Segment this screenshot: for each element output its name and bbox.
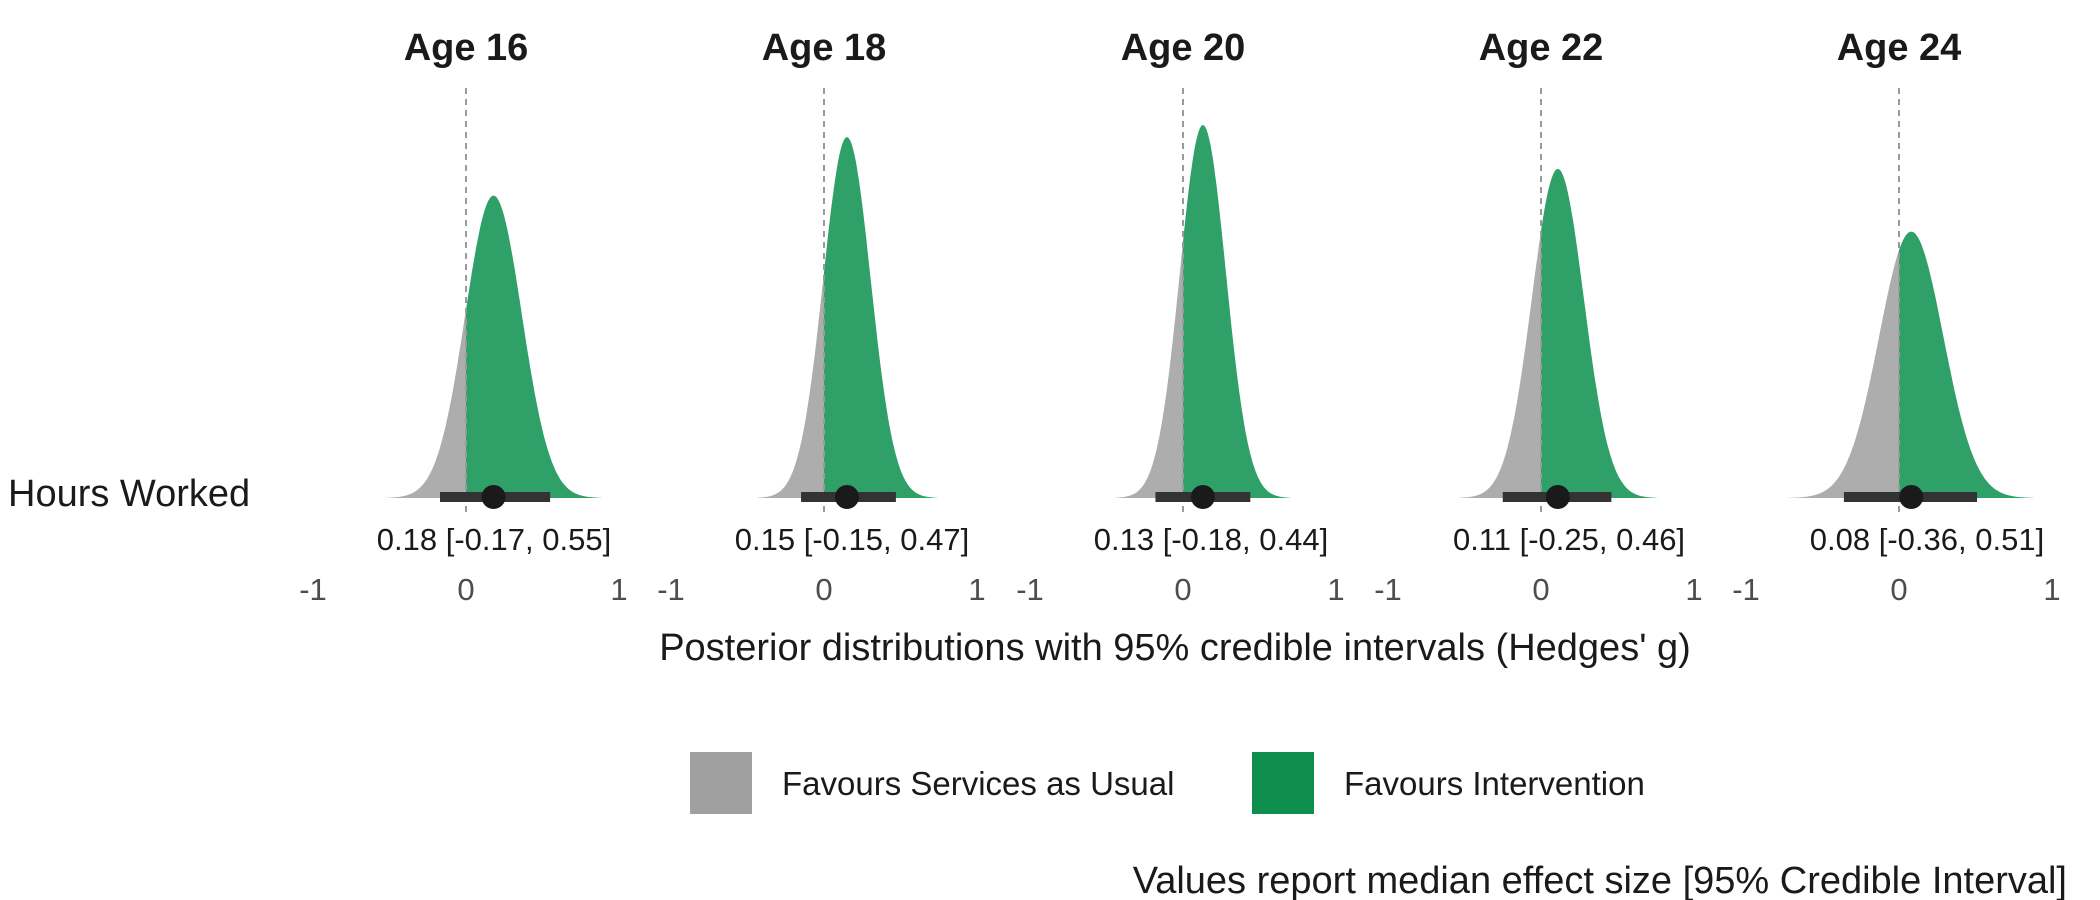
density-services-as-usual (1789, 250, 1899, 498)
facet-panels: Age 16 0.18 [-0.17, 0.55] -1 0 1 Age 18 0.15 [… (299, 27, 2060, 607)
x-tick-label: -1 (1732, 572, 1760, 607)
panel-age-18: Age 18 0.15 [-0.15, 0.47] -1 0 1 (657, 27, 985, 607)
density-intervention (1899, 231, 2034, 498)
interval-label: 0.18 [-0.17, 0.55] (377, 522, 611, 557)
legend-swatch-services-as-usual (690, 752, 752, 814)
x-axis-title: Posterior distributions with 95% credibl… (659, 627, 1691, 669)
median-point (1899, 485, 1924, 509)
density-services-as-usual (756, 272, 824, 498)
legend-label-intervention: Favours Intervention (1344, 765, 1645, 802)
panel-age-24: Age 24 0.08 [-0.36, 0.51] -1 0 1 (1732, 27, 2060, 607)
panel-title: Age 24 (1837, 27, 1962, 69)
x-tick-label: 1 (2043, 572, 2060, 607)
median-point (834, 485, 859, 509)
density-services-as-usual (1115, 241, 1183, 498)
x-tick-label: 1 (1327, 572, 1344, 607)
interval-label: 0.08 [-0.36, 0.51] (1810, 522, 2044, 557)
legend: Favours Services as Usual Favours Interv… (690, 752, 1645, 814)
density-services-as-usual (1458, 231, 1541, 498)
interval-label: 0.11 [-0.25, 0.46] (1453, 522, 1685, 557)
legend-swatch-intervention (1252, 752, 1314, 814)
x-tick-label: 0 (815, 572, 832, 607)
interval-label: 0.13 [-0.18, 0.44] (1094, 522, 1328, 557)
density-intervention (1183, 125, 1291, 498)
panel-title: Age 22 (1479, 27, 1604, 69)
legend-label-services-as-usual: Favours Services as Usual (782, 765, 1174, 802)
density-intervention (1541, 168, 1657, 498)
median-point (1190, 485, 1215, 509)
density-intervention (466, 195, 602, 498)
density-intervention (824, 137, 938, 498)
density-services-as-usual (385, 309, 466, 498)
median-point (1545, 485, 1570, 509)
caption: Values report median effect size [95% Cr… (1133, 860, 2067, 900)
panel-title: Age 20 (1121, 27, 1246, 69)
x-tick-label: 0 (1174, 572, 1191, 607)
panel-title: Age 18 (762, 27, 887, 69)
x-tick-label: 0 (1890, 572, 1907, 607)
x-tick-label: 0 (1532, 572, 1549, 607)
panel-title: Age 16 (404, 27, 529, 69)
median-point (481, 485, 506, 509)
x-tick-label: -1 (1374, 572, 1402, 607)
panel-age-20: Age 20 0.13 [-0.18, 0.44] -1 0 1 (1016, 27, 1344, 607)
interval-label: 0.15 [-0.15, 0.47] (735, 522, 969, 557)
x-tick-label: 1 (968, 572, 985, 607)
row-label: Hours Worked (8, 473, 250, 515)
panel-age-22: Age 22 0.11 [-0.25, 0.46] -1 0 1 (1374, 27, 1702, 607)
x-tick-label: -1 (1016, 572, 1044, 607)
x-tick-label: -1 (299, 572, 327, 607)
x-tick-label: 1 (610, 572, 627, 607)
x-tick-label: 1 (1685, 572, 1702, 607)
panel-age-16: Age 16 0.18 [-0.17, 0.55] -1 0 1 (299, 27, 627, 607)
x-tick-label: -1 (657, 572, 685, 607)
x-tick-label: 0 (457, 572, 474, 607)
